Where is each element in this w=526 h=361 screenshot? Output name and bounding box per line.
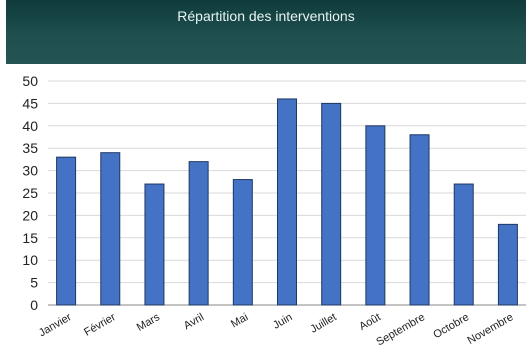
y-tick-label: 50 <box>22 73 38 89</box>
bar <box>497 223 518 306</box>
y-tick-label: 45 <box>22 95 38 111</box>
y-tick-label: 0 <box>30 297 38 313</box>
x-category-label: Novembre <box>465 311 515 347</box>
y-tick-label: 15 <box>22 230 38 246</box>
y-tick-label: 20 <box>22 207 38 223</box>
y-tick-label: 5 <box>30 275 38 291</box>
x-category-label: Janvier <box>37 311 74 339</box>
bar <box>409 134 430 306</box>
x-category-label: Mai <box>229 311 250 330</box>
y-tick-label: 25 <box>22 185 38 201</box>
y-tick-label: 10 <box>22 252 38 268</box>
y-tick-label: 30 <box>22 163 38 179</box>
chart-title: Répartition des interventions <box>177 8 355 24</box>
bar <box>321 102 342 306</box>
bar <box>232 179 253 306</box>
bar <box>144 183 165 306</box>
y-tick-label: 35 <box>22 140 38 156</box>
x-category-label: Février <box>82 311 118 339</box>
bar <box>56 156 77 306</box>
x-category-label: Août <box>357 311 383 333</box>
chart-header-band: Répartition des interventions <box>6 0 526 64</box>
bar <box>100 152 121 306</box>
bar <box>365 125 386 306</box>
bar <box>277 98 297 306</box>
x-category-label: Juin <box>271 311 294 331</box>
x-category-label: Septembre <box>374 311 427 348</box>
bar <box>188 161 209 306</box>
x-category-label: Juillet <box>308 311 338 335</box>
bar <box>453 183 474 306</box>
x-category-label: Avril <box>182 311 206 332</box>
y-tick-label: 40 <box>22 118 38 134</box>
x-category-label: Mars <box>135 311 163 334</box>
